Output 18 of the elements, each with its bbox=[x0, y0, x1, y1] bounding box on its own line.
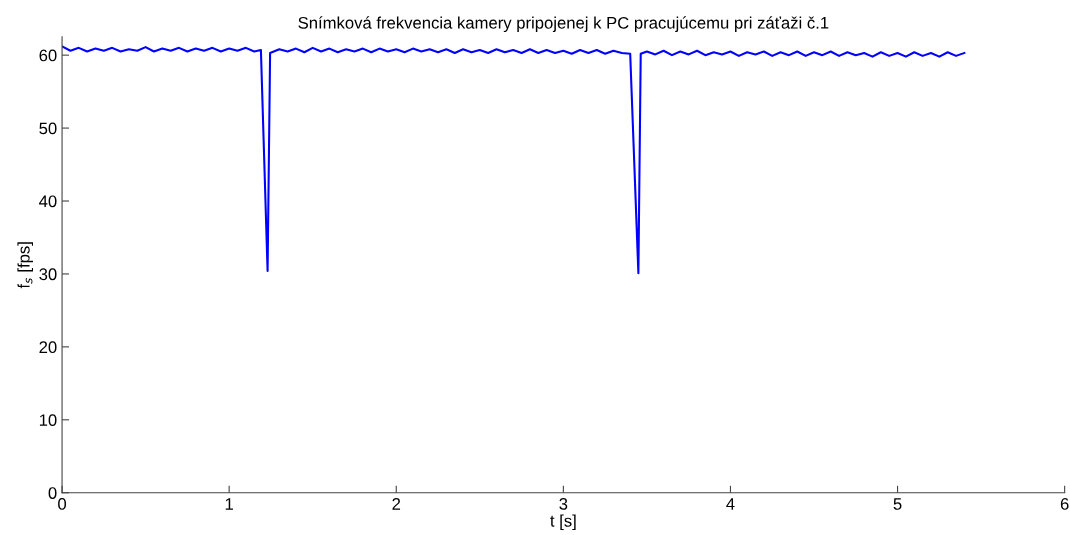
x-tick-label: 2 bbox=[392, 498, 401, 510]
y-axis-title: f$_{s}$ [fps] bbox=[17, 242, 33, 289]
x-tick-label: 1 bbox=[225, 498, 233, 510]
y-tick-label: 20 bbox=[39, 341, 57, 354]
y-tick-label: 30 bbox=[39, 268, 57, 281]
y-tick-label: 50 bbox=[39, 122, 57, 135]
x-tick-label: 5 bbox=[893, 498, 902, 510]
y-tick-label: 40 bbox=[39, 195, 57, 208]
x-tick-label: 3 bbox=[559, 498, 568, 510]
x-tick-label: 6 bbox=[1060, 498, 1069, 510]
x-tick-label: 0 bbox=[58, 498, 67, 510]
x-tick-label: 4 bbox=[726, 498, 735, 510]
line-series bbox=[62, 45, 966, 275]
y-tick-label: 0 bbox=[48, 487, 57, 499]
y-tick-label: 10 bbox=[39, 414, 57, 427]
x-axis-title: t [s] bbox=[550, 514, 576, 531]
chart-title: Snímková frekvencia kamery pripojenej k PC pracujúcemu pri záťaži č.1 bbox=[298, 16, 829, 33]
y-tick-label: 60 bbox=[39, 49, 57, 62]
